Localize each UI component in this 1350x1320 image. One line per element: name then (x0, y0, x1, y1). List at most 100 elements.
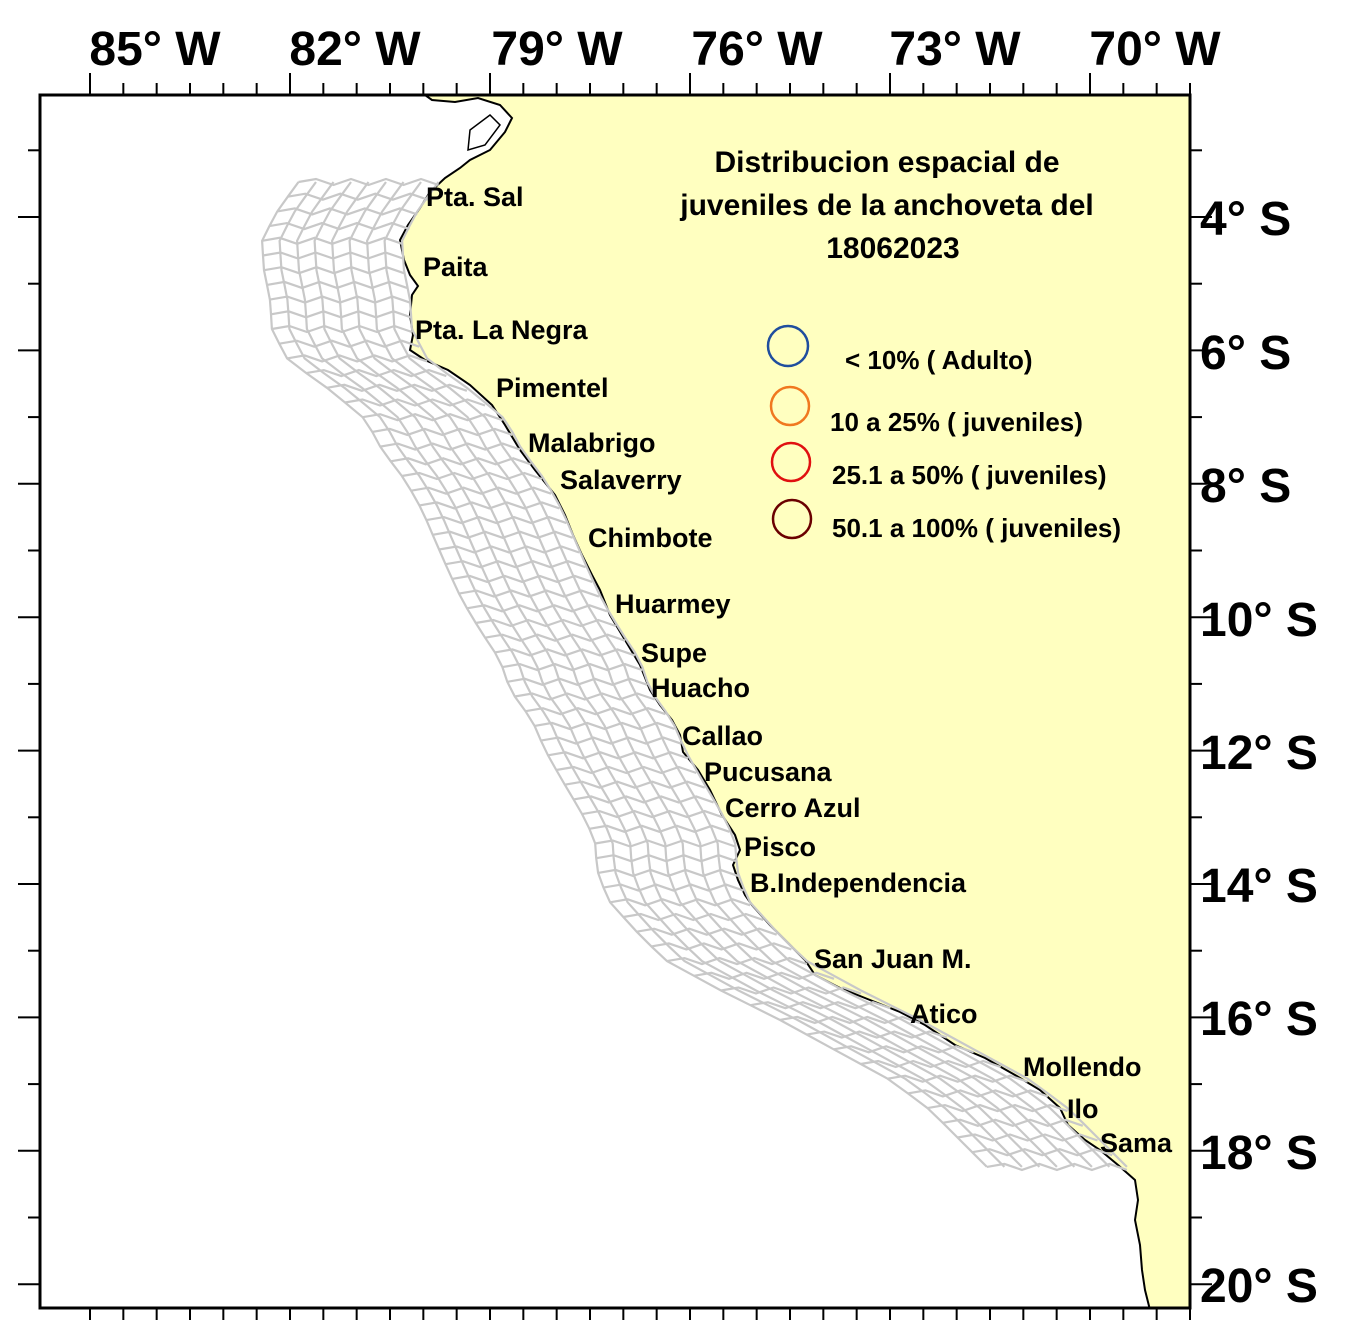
survey-transect (271, 324, 413, 334)
survey-transect (887, 1074, 1028, 1083)
place-huacho: Huacho (651, 673, 750, 703)
survey-transect (466, 604, 608, 613)
survey-connector (330, 181, 1058, 1168)
map-frame (38, 93, 1192, 1310)
lat-label-18s: 18° S (1200, 1127, 1318, 1180)
lat-label-4s: 4° S (1200, 193, 1291, 246)
survey-transect (401, 471, 543, 481)
survey-transect (507, 677, 648, 686)
lon-label-82w: 82° W (289, 23, 421, 76)
survey-transect (362, 413, 503, 422)
survey-connector (383, 181, 1111, 1168)
legend-label-25-50: 25.1 a 50% ( juveniles) (832, 460, 1107, 490)
survey-transect (589, 824, 730, 833)
survey-transect (277, 207, 418, 216)
survey-transect (666, 956, 808, 966)
survey-transect (907, 1089, 1049, 1098)
place-malabrigo: Malabrigo (528, 428, 656, 458)
survey-transect (986, 1162, 1128, 1172)
place-supe: Supe (641, 638, 707, 668)
lat-label-6s: 6° S (1200, 327, 1291, 380)
place-b-independencia: B.Independencia (750, 868, 967, 898)
lat-label-14s: 14° S (1200, 860, 1318, 913)
survey-transect (779, 1015, 921, 1025)
place-ilo: Ilo (1067, 1094, 1099, 1124)
survey-transect (860, 1059, 1002, 1069)
legend-symbol-10-25 (769, 385, 811, 427)
survey-transect (287, 192, 429, 201)
lon-label-79w: 79° W (491, 23, 623, 76)
title-line-3: 18062023 (826, 232, 959, 265)
survey-transect (475, 618, 617, 628)
survey-connector (260, 181, 988, 1168)
survey-transect (609, 898, 751, 907)
survey-transect (525, 707, 666, 716)
lat-label-20s: 20° S (1200, 1260, 1318, 1313)
survey-transect (452, 574, 593, 584)
place-labels: Pta. Sal Paita Pta. La Negra Pimentel Ma… (415, 182, 1173, 1158)
survey-transect (380, 442, 521, 451)
place-pimentel: Pimentel (496, 373, 609, 403)
place-pta-sal: Pta. Sal (426, 182, 524, 212)
survey-transect (750, 1001, 891, 1010)
lon-label-73w: 73° W (889, 23, 1021, 76)
place-paita: Paita (423, 252, 489, 282)
survey-connector (313, 181, 1041, 1168)
longitude-labels: 85° W 82° W 79° W 76° W 73° W 70° W (89, 23, 1221, 76)
survey-transect (573, 795, 714, 804)
place-chimbote: Chimbote (588, 523, 713, 553)
survey-transect (484, 633, 626, 642)
legend-label-50-100: 50.1 a 100% ( juveniles) (832, 513, 1121, 543)
lat-label-10s: 10° S (1200, 594, 1318, 647)
legend: < 10% ( Adulto) 10 a 25% ( juveniles) 25… (766, 324, 1121, 543)
survey-transect (927, 1103, 1068, 1113)
legend-symbol-50-100 (771, 498, 813, 540)
survey-transect (651, 942, 792, 951)
survey-transect (693, 971, 835, 980)
map-title: Distribucion espacial de juveniles de la… (679, 146, 1094, 265)
axis-ticks (18, 73, 1212, 1320)
lat-label-16s: 16° S (1200, 993, 1318, 1046)
survey-connector (295, 181, 1023, 1168)
legend-symbol-25-50 (770, 441, 812, 483)
survey-transect (410, 486, 552, 495)
place-sama: Sama (1100, 1128, 1173, 1158)
lon-label-76w: 76° W (691, 23, 823, 76)
estuary-island (467, 114, 501, 152)
lat-label-12s: 12° S (1200, 727, 1318, 780)
survey-connector (365, 181, 1093, 1168)
legend-symbol-adult (766, 324, 810, 368)
survey-transect (942, 1118, 1084, 1127)
place-huarmey: Huarmey (615, 589, 731, 619)
place-pisco: Pisco (744, 832, 816, 862)
title-line-2: juveniles de la anchoveta del (679, 189, 1094, 222)
survey-transect (298, 177, 439, 187)
lat-label-8s: 8° S (1200, 460, 1291, 513)
survey-connector (400, 181, 1128, 1168)
place-mollendo: Mollendo (1023, 1052, 1141, 1082)
lon-label-70w: 70° W (1089, 23, 1221, 76)
survey-transect (344, 398, 486, 407)
survey-transect (419, 501, 560, 510)
survey-transect (623, 912, 764, 922)
legend-label-10-25: 10 a 25% ( juveniles) (830, 407, 1083, 437)
survey-transect (445, 560, 586, 569)
place-callao: Callao (682, 721, 763, 751)
legend-label-adult: < 10% ( Adulto) (845, 345, 1033, 375)
survey-transect (720, 986, 862, 995)
survey-transect (432, 530, 574, 539)
survey-transect (390, 457, 532, 466)
survey-transect (564, 780, 706, 789)
lon-label-85w: 85° W (89, 23, 221, 76)
survey-transect (269, 221, 410, 231)
survey-connector (348, 181, 1076, 1168)
survey-transect (494, 648, 636, 657)
survey-transect (603, 883, 744, 892)
place-atico: Atico (910, 999, 978, 1029)
survey-transect (540, 736, 682, 745)
survey-tracks (260, 177, 1128, 1172)
survey-transect (326, 383, 468, 392)
survey-transect (957, 1133, 1098, 1142)
place-san-juan-m: San Juan M. (814, 944, 972, 974)
